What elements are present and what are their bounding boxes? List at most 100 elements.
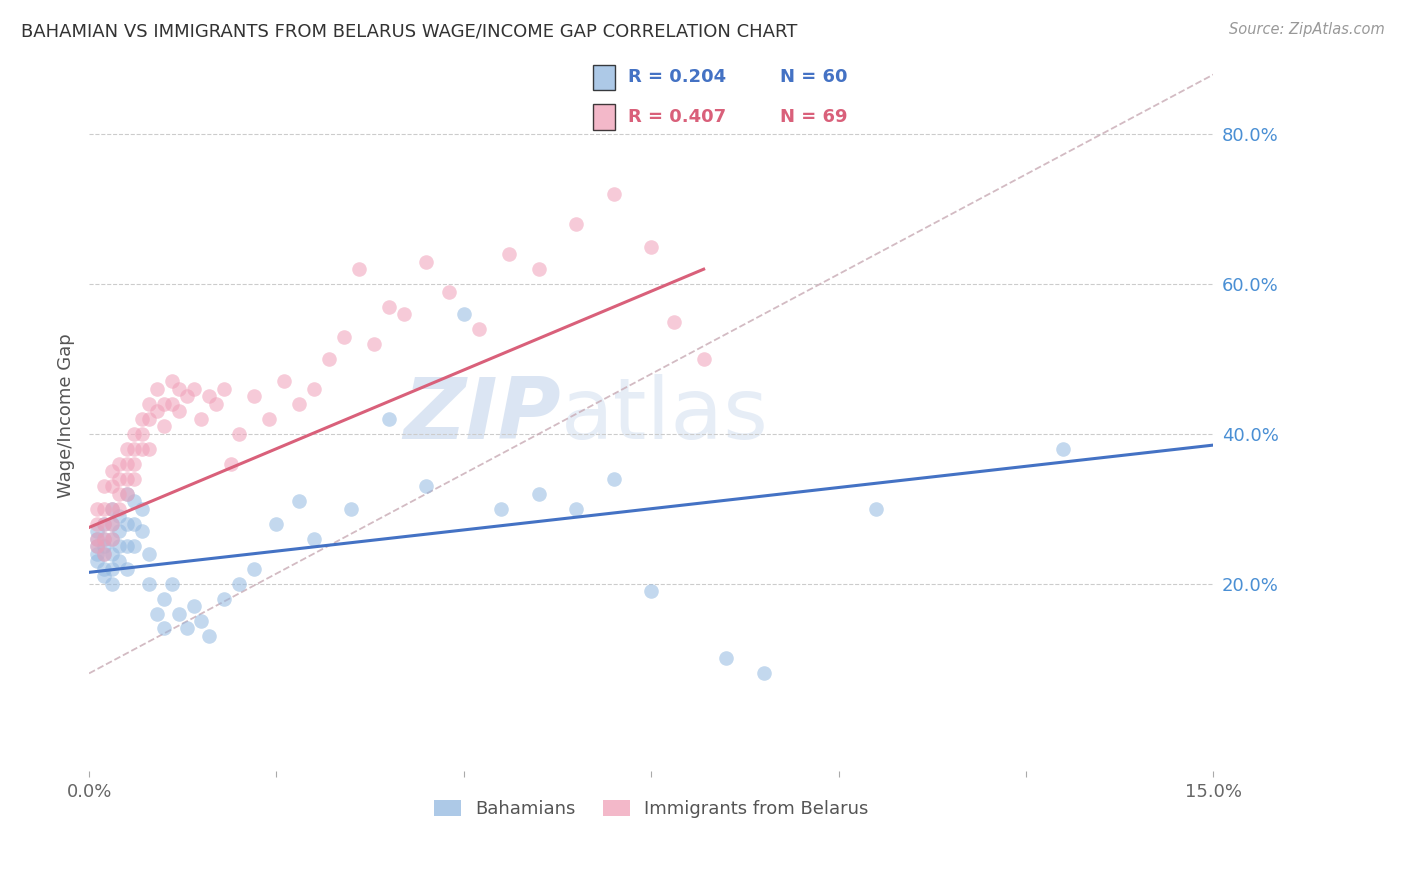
Point	[122, 472, 145, 486]
Legend: Bahamians, Immigrants from Belarus: Bahamians, Immigrants from Belarus	[426, 793, 876, 826]
Point	[108, 524, 131, 538]
Point	[190, 614, 212, 628]
Point	[93, 501, 115, 516]
Point	[138, 397, 160, 411]
Point	[131, 442, 153, 456]
Point	[273, 375, 295, 389]
Point	[138, 576, 160, 591]
Point	[86, 547, 108, 561]
Text: N = 69: N = 69	[779, 108, 848, 126]
Point	[752, 666, 775, 681]
Point	[662, 315, 685, 329]
Point	[145, 607, 167, 621]
Point	[115, 487, 138, 501]
Point	[115, 457, 138, 471]
Point	[640, 240, 662, 254]
Point	[198, 629, 221, 643]
Point	[100, 561, 122, 575]
Point	[122, 442, 145, 456]
Point	[115, 561, 138, 575]
Point	[93, 516, 115, 531]
Point	[86, 532, 108, 546]
Text: ZIP: ZIP	[404, 374, 561, 457]
Point	[93, 479, 115, 493]
Point	[145, 404, 167, 418]
Point	[100, 576, 122, 591]
Point	[93, 547, 115, 561]
Point	[183, 382, 205, 396]
Point	[527, 262, 550, 277]
Point	[108, 509, 131, 524]
Point	[602, 472, 624, 486]
Point	[86, 524, 108, 538]
Point	[257, 412, 280, 426]
Point	[302, 382, 325, 396]
Point	[115, 442, 138, 456]
Point	[176, 622, 198, 636]
Point	[527, 487, 550, 501]
Point	[692, 351, 714, 366]
Point	[602, 187, 624, 202]
Point	[100, 479, 122, 493]
Point	[160, 397, 183, 411]
Point	[93, 561, 115, 575]
Point	[86, 501, 108, 516]
Point	[340, 501, 363, 516]
Point	[115, 516, 138, 531]
Point	[415, 479, 437, 493]
Point	[221, 457, 243, 471]
Point	[108, 457, 131, 471]
Point	[122, 539, 145, 553]
Point	[108, 501, 131, 516]
Point	[228, 426, 250, 441]
Point	[318, 351, 340, 366]
Point	[131, 501, 153, 516]
FancyBboxPatch shape	[593, 104, 616, 130]
Point	[122, 457, 145, 471]
Point	[153, 419, 176, 434]
Point	[122, 426, 145, 441]
Point	[100, 547, 122, 561]
Point	[333, 329, 356, 343]
Point	[93, 532, 115, 546]
Point	[153, 591, 176, 606]
FancyBboxPatch shape	[593, 64, 616, 90]
Point	[453, 307, 475, 321]
Point	[167, 607, 190, 621]
Point	[153, 622, 176, 636]
Point	[108, 472, 131, 486]
Point	[468, 322, 491, 336]
Point	[190, 412, 212, 426]
Point	[100, 532, 122, 546]
Point	[93, 532, 115, 546]
Point	[491, 501, 513, 516]
Point	[212, 591, 235, 606]
Point	[243, 561, 266, 575]
Point	[865, 501, 887, 516]
Point	[115, 472, 138, 486]
Point	[153, 397, 176, 411]
Point	[378, 412, 401, 426]
Point	[86, 554, 108, 568]
Text: atlas: atlas	[561, 374, 769, 457]
Point	[212, 382, 235, 396]
Point	[115, 487, 138, 501]
Point	[565, 217, 588, 231]
Point	[100, 532, 122, 546]
Point	[198, 389, 221, 403]
Point	[498, 247, 520, 261]
Point	[100, 516, 122, 531]
Point	[640, 584, 662, 599]
Point	[378, 300, 401, 314]
Point	[714, 651, 737, 665]
Point	[160, 375, 183, 389]
Y-axis label: Wage/Income Gap: Wage/Income Gap	[58, 333, 75, 498]
Point	[347, 262, 370, 277]
Point	[93, 516, 115, 531]
Point	[138, 547, 160, 561]
Text: N = 60: N = 60	[779, 69, 848, 87]
Point	[183, 599, 205, 613]
Point	[86, 539, 108, 553]
Point	[122, 516, 145, 531]
Point	[415, 254, 437, 268]
